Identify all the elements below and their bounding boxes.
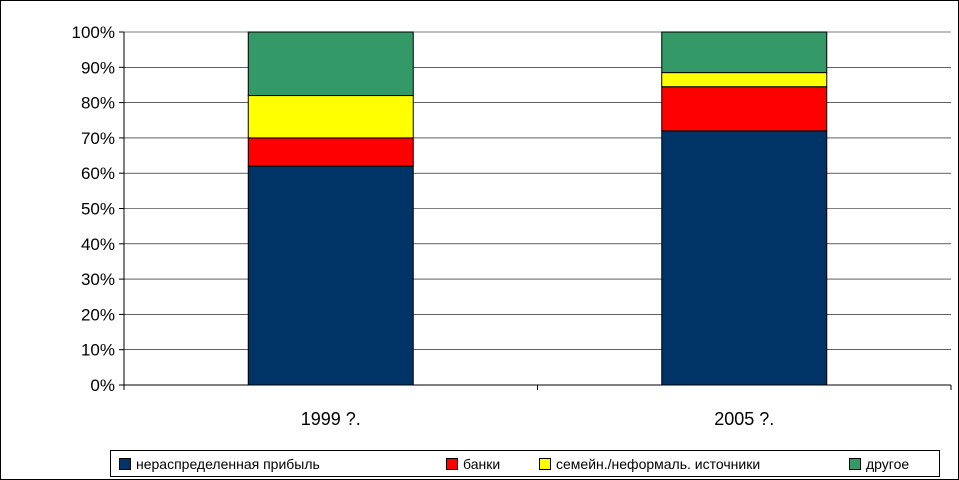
legend-item-other: другое <box>849 456 909 472</box>
bar-segment <box>247 31 414 97</box>
legend-label: семейн./неформаль. источники <box>556 456 761 472</box>
y-tick-label: 90% <box>81 58 115 77</box>
chart-legend: нераспределенная прибыль банки семейн./н… <box>110 450 940 477</box>
x-category-label: 2005 ?. <box>714 409 774 429</box>
stacked-bar-chart: 0% 10% 20% 30% 40% 50% 60% 70% 80% 90% 100% 1999 ?.… <box>72 23 952 429</box>
y-tick-label: 80% <box>81 94 115 113</box>
y-tick-label: 40% <box>81 235 115 254</box>
legend-swatch <box>119 458 131 470</box>
bar-segment <box>661 130 828 386</box>
legend-swatch <box>446 458 458 470</box>
legend-label: другое <box>866 456 910 472</box>
y-tick-label: 10% <box>81 341 115 360</box>
bar-segment <box>247 95 414 139</box>
x-category-label: 1999 ?. <box>301 409 361 429</box>
legend-swatch <box>849 458 861 470</box>
legend-item-undistributed-profit: нераспределенная прибыль <box>119 456 320 472</box>
bar-segment <box>247 165 414 386</box>
y-tick-label: 100% <box>72 23 115 42</box>
y-tick-label: 60% <box>81 164 115 183</box>
bar-segment <box>661 31 828 74</box>
legend-label: нераспределенная прибыль <box>136 456 320 472</box>
legend-swatch <box>539 458 551 470</box>
bar-segment <box>661 72 828 88</box>
bar-segment <box>247 137 414 167</box>
y-tick-label: 0% <box>90 376 115 395</box>
legend-label: банки <box>463 456 501 472</box>
y-tick-label: 20% <box>81 305 115 324</box>
y-tick-label: 70% <box>81 129 115 148</box>
bar-segment <box>661 86 828 132</box>
y-tick-label: 50% <box>81 200 115 219</box>
legend-item-banks: банки <box>446 456 500 472</box>
legend-item-family-informal-sources: семейн./неформаль. источники <box>539 456 760 472</box>
y-tick-label: 30% <box>81 270 115 289</box>
